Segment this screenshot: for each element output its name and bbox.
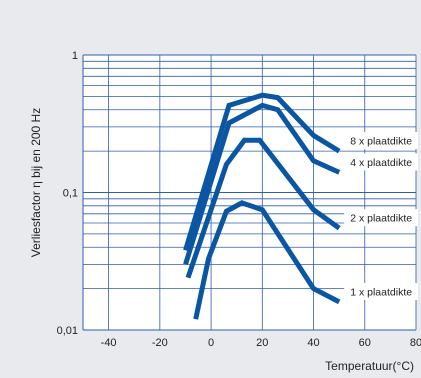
series-label-box: [344, 282, 419, 300]
x-tick-label: -20: [152, 337, 168, 349]
series-label-text: 1 x plaatdikte: [350, 286, 412, 298]
series-label-box: [344, 132, 419, 150]
series-label-1: 8 x plaatdikte: [344, 132, 419, 150]
x-tick-label: 60: [359, 337, 371, 349]
series-label-4: 1 x plaatdikte: [344, 282, 419, 300]
series-labels: 8 x plaatdikte 4 x plaatdikte 2 x plaatdik…: [344, 132, 419, 300]
y-axis-title: Verliesfactor η bij en 200 Hz: [29, 108, 43, 257]
series-label-3: 2 x plaatdikte: [344, 209, 419, 227]
x-axis-title: Temperatuur(°C): [325, 359, 414, 373]
y-tick-label: 0,01: [57, 325, 78, 337]
series-line-1: [183, 92, 341, 252]
series-lines: [183, 92, 341, 320]
x-tick-label: -40: [101, 337, 117, 349]
series-label-box: [344, 153, 419, 171]
x-tick-label: 20: [256, 337, 268, 349]
series-label-2: 4 x plaatdikte: [344, 153, 419, 171]
tick-labels: -40 -20 0 20 40 60 80 1 0,1 0,01: [57, 50, 421, 349]
y-tick-label: 1: [72, 50, 78, 62]
series-label-text: 8 x plaatdikte: [350, 136, 412, 148]
y-tick-label: 0,1: [63, 188, 78, 200]
x-tick-label: 80: [410, 337, 421, 349]
x-tick-label: 40: [307, 337, 319, 349]
x-tick-label: 0: [208, 337, 214, 349]
series-line-4: [193, 200, 341, 320]
series-line-3: [185, 137, 341, 279]
series-label-text: 2 x plaatdikte: [350, 213, 412, 225]
series-line-2: [183, 102, 341, 266]
series-label-text: 4 x plaatdikte: [350, 157, 412, 169]
grid: [82, 54, 417, 331]
series-label-box: [344, 209, 419, 227]
